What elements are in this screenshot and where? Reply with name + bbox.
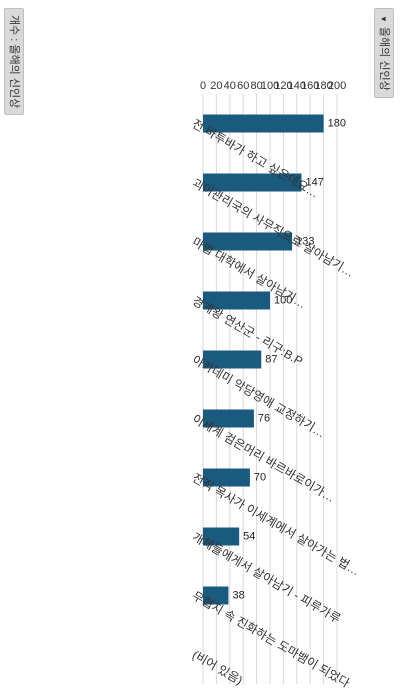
bar-series bbox=[202, 114, 324, 605]
bar bbox=[202, 468, 250, 487]
category-labels: 전 바투바가 하고 싶은데요…괴이관리국의 사무직으로 살아남기…마법 대학에서… bbox=[190, 117, 362, 688]
data-label: 38 bbox=[232, 589, 244, 601]
data-label: 76 bbox=[258, 412, 270, 424]
y-tick-label: 20 bbox=[210, 80, 222, 92]
grid-lines bbox=[202, 94, 338, 684]
data-label: 100 bbox=[274, 294, 292, 306]
data-label: 147 bbox=[305, 176, 323, 188]
data-label: 54 bbox=[243, 530, 255, 542]
bar bbox=[202, 350, 262, 369]
y-tick-label: 200 bbox=[328, 80, 346, 92]
series-field-label: 개수 : 올해의 신인상 bbox=[8, 15, 20, 109]
y-tick-label: 40 bbox=[224, 80, 236, 92]
category-label: (비어 있음) bbox=[190, 648, 245, 688]
y-tick-label: 120 bbox=[274, 80, 292, 92]
data-label: 87 bbox=[265, 353, 277, 365]
data-label: 70 bbox=[254, 471, 266, 483]
y-tick-label: 60 bbox=[237, 80, 249, 92]
bar bbox=[203, 114, 324, 133]
y-tick-label: 100 bbox=[261, 80, 279, 92]
y-tick-label: 80 bbox=[250, 80, 262, 92]
bar bbox=[203, 586, 229, 605]
y-tick-label: 160 bbox=[301, 80, 319, 92]
bar bbox=[202, 527, 240, 546]
category-label: 전직 목사가 이세계에서 살아가는 법… bbox=[190, 471, 362, 579]
y-tick-label: 140 bbox=[288, 80, 306, 92]
data-labels: 180 147 133 100 87 76 70 54 38 bbox=[232, 117, 345, 601]
bar bbox=[203, 232, 293, 251]
bar bbox=[203, 291, 270, 310]
data-label: 180 bbox=[328, 117, 346, 129]
y-tick-label: 180 bbox=[314, 80, 332, 92]
bar bbox=[203, 409, 254, 428]
data-label: 133 bbox=[296, 235, 314, 247]
y-tick-label: 0 bbox=[200, 80, 206, 92]
series-field-chip[interactable]: 개수 : 올해의 신인상 bbox=[4, 8, 24, 116]
bar bbox=[203, 173, 302, 192]
